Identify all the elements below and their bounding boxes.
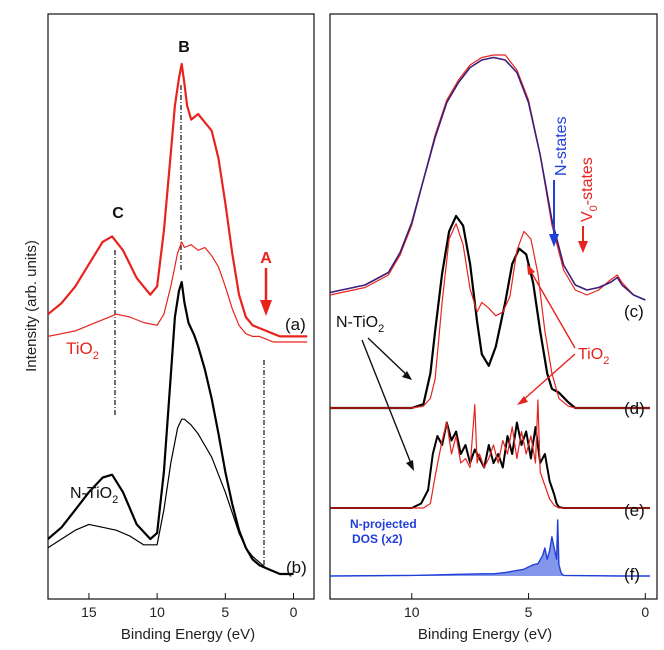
annotation-dos-x2: DOS (x2) — [352, 532, 403, 546]
left-panel-frame — [47, 13, 315, 600]
pointer-n-tio2-e-head — [406, 460, 414, 471]
x-tick-label: 0 — [641, 604, 649, 620]
pointer-tio2-e-head — [517, 396, 528, 405]
pointer-tio2-d-head — [527, 264, 535, 275]
pointer-n-tio2-d-head — [402, 371, 412, 380]
right-x-ticks: 10 5 0 — [404, 593, 649, 620]
subplot-label-b: (b) — [286, 558, 307, 577]
pointer-tio2-e — [521, 353, 576, 402]
subplot-label-a: (a) — [285, 315, 306, 334]
x-tick-label: 10 — [149, 604, 165, 620]
series-line-tio2-thin — [47, 241, 308, 343]
series-line-n-tio2-exp — [329, 56, 646, 301]
series-line-n-tio2-dos — [330, 421, 650, 509]
subplot-label-c: (c) — [624, 302, 644, 321]
annotation-n-projected: N-projected — [350, 517, 417, 531]
series-line-tio2-thick — [47, 62, 308, 338]
right-x-axis-label: Binding Energy (eV) — [418, 626, 552, 643]
arrow-v0-states-head — [578, 241, 588, 253]
pointer-n-tio2-e — [361, 339, 413, 467]
x-tick-label: 10 — [404, 604, 420, 620]
left-series — [47, 62, 308, 576]
annotation-tio2: TiO2 — [578, 346, 609, 367]
x-tick-label: 5 — [221, 604, 229, 620]
right-series — [329, 54, 650, 577]
peak-label-a: A — [260, 250, 272, 267]
subplot-label-e: (e) — [624, 501, 645, 520]
subplot-label-d: (d) — [624, 399, 645, 418]
x-tick-label: 15 — [81, 604, 97, 620]
x-tick-label: 5 — [525, 604, 533, 620]
left-x-axis-label: Binding Energy (eV) — [121, 626, 255, 643]
annotation-v0-states: V0-states — [579, 157, 600, 222]
arrow-n-states-head — [549, 234, 559, 247]
series-line-tio2-exp — [329, 54, 646, 301]
annotation-n-tio2: N-TiO2 — [336, 314, 384, 335]
sample-label-n-tio2: N-TiO2 — [70, 485, 118, 506]
annotation-n-states: N-states — [553, 116, 570, 176]
pointer-n-tio2-d — [367, 337, 411, 379]
series-line-tio2-calc — [330, 223, 650, 409]
y-axis-label: Intensity (arb. units) — [23, 240, 40, 372]
series-line-tio2-dos — [330, 399, 650, 509]
series-line-n-tio2-thin — [47, 418, 294, 575]
pointer-tio2-d — [529, 269, 576, 349]
right-panel-frame — [329, 13, 658, 600]
series-line-n-tio2-calc — [330, 214, 650, 410]
subplot-label-f: (f) — [624, 565, 640, 584]
series-line-n-projected-dos-x2 — [329, 519, 650, 577]
peak-label-b: B — [178, 39, 190, 56]
x-tick-label: 0 — [290, 604, 298, 620]
sample-label-tio2: TiO2 — [66, 339, 99, 362]
left-x-ticks: 15 10 5 0 — [81, 593, 298, 620]
peak-label-c: C — [112, 205, 124, 222]
series-line-n-tio2-thick — [47, 280, 294, 576]
arrow-a-head — [260, 300, 272, 316]
